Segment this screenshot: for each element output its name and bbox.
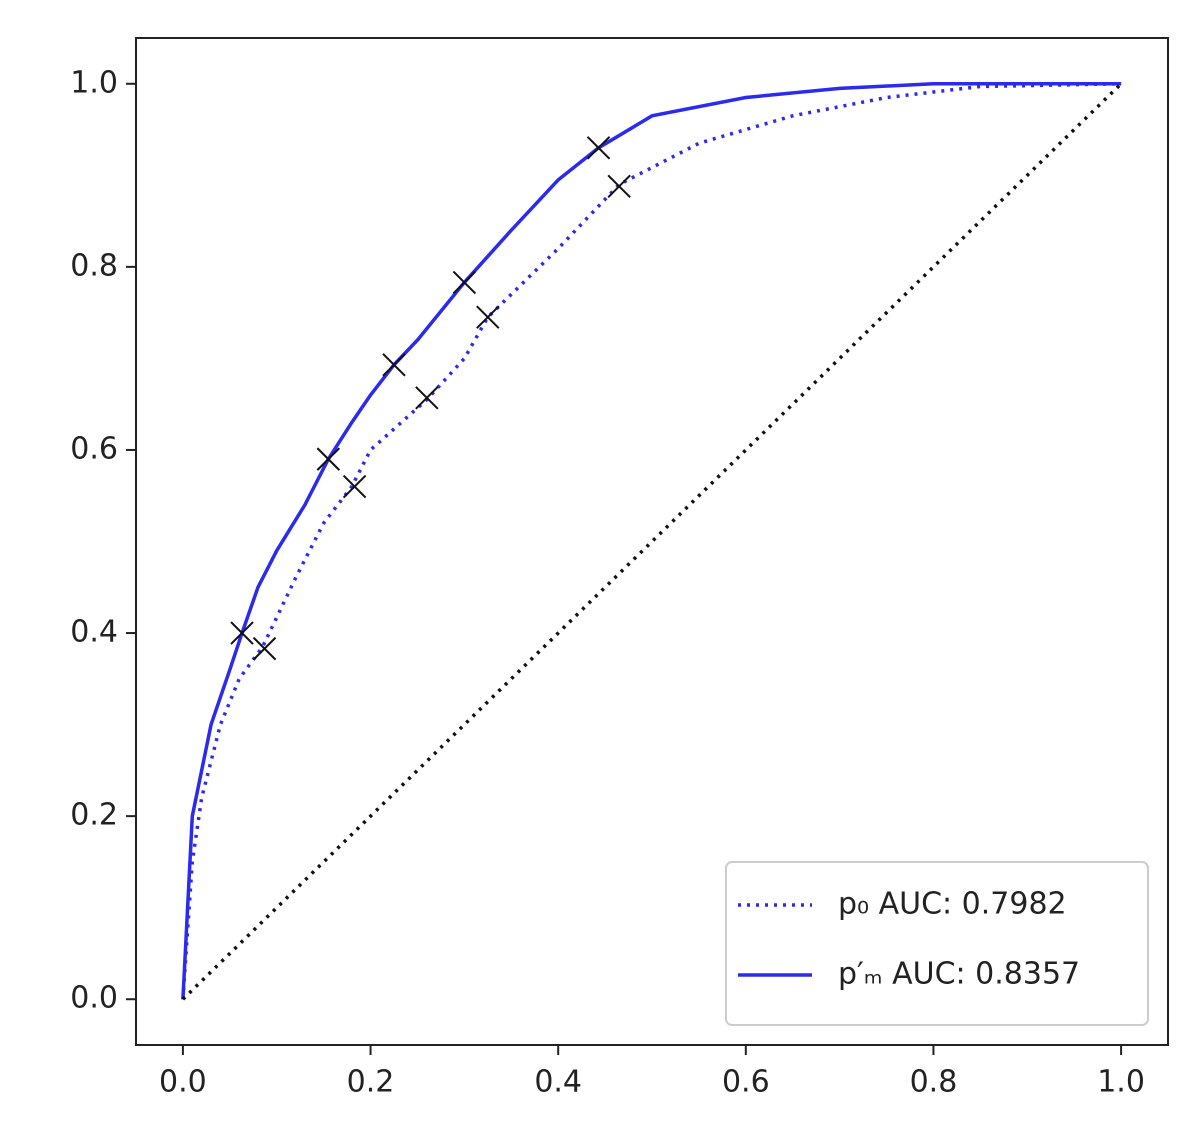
line (181, 82, 1123, 1001)
y-tick-label: 0.8 (70, 248, 118, 283)
marker (230, 621, 254, 645)
x-tick-label: 0.2 (347, 1065, 395, 1100)
marker (607, 174, 631, 199)
y-tick-label: 0.0 (70, 981, 118, 1016)
legend-label: p′ₘ AUC: 0.8357 (838, 957, 1080, 992)
x-tick-label: 0.6 (722, 1065, 770, 1100)
x-tick-label: 0.8 (910, 1065, 958, 1100)
y-tick-label: 0.2 (70, 798, 118, 833)
marker (316, 447, 341, 471)
line (181, 82, 1122, 1000)
legend-label: p₀ AUC: 0.7982 (838, 887, 1067, 922)
y-tick-label: 0.4 (70, 615, 118, 650)
plot-frame (135, 37, 1169, 1046)
line (181, 82, 1122, 1000)
x-tick-label: 0.4 (534, 1065, 582, 1100)
x-tick-label: 1.0 (1097, 1065, 1145, 1100)
y-tick-label: 1.0 (70, 65, 118, 100)
marker (452, 270, 477, 295)
marker (586, 136, 611, 160)
marker (415, 386, 439, 410)
marker (476, 305, 500, 329)
x-tick-label: 0.0 (159, 1065, 207, 1100)
y-tick-label: 0.6 (70, 431, 118, 466)
legend-box (725, 861, 1149, 1026)
marker (382, 353, 406, 377)
marker (252, 636, 277, 661)
marker (342, 474, 367, 499)
